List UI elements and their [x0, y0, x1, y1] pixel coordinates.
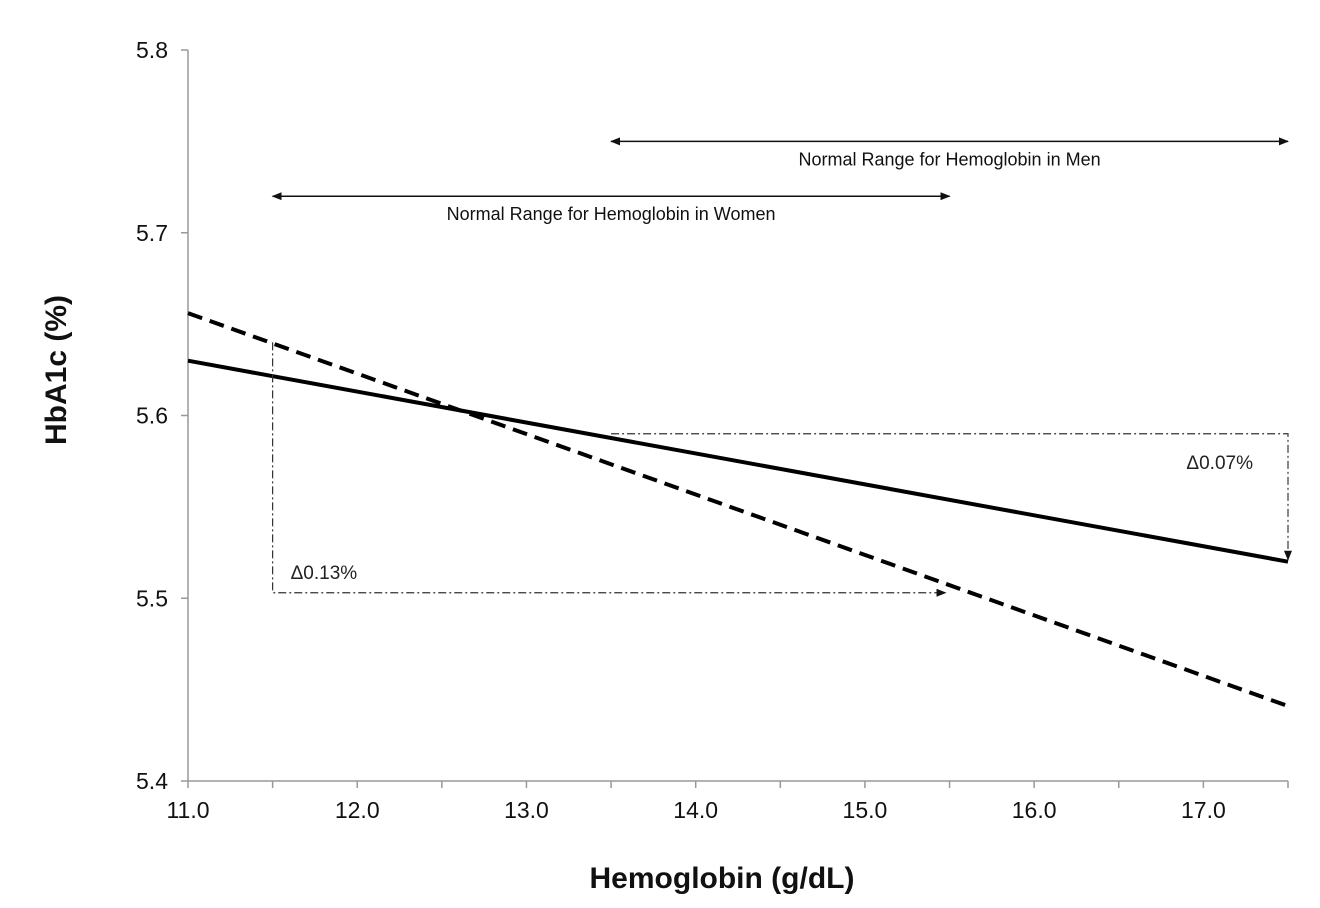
x-tick-label: 15.0	[843, 797, 888, 823]
y-tick-label: 5.7	[136, 220, 168, 246]
y-tick-label: 5.4	[136, 768, 168, 794]
y-tick-label: 5.5	[136, 585, 168, 611]
y-axis-title: HbA1c (%)	[40, 295, 73, 445]
x-tick-label: 14.0	[673, 797, 718, 823]
x-axis-title: Hemoglobin (g/dL)	[590, 862, 855, 895]
x-tick-label: 16.0	[1012, 797, 1057, 823]
x-tick-label: 11.0	[166, 797, 209, 823]
delta-label-men: Δ0.07%	[1186, 453, 1253, 474]
x-tick-label: 13.0	[504, 797, 549, 823]
x-tick-label: 17.0	[1181, 797, 1226, 823]
delta-bracket-women	[272, 342, 947, 597]
range-label: Normal Range for Hemoglobin in Women	[447, 204, 776, 224]
delta-bracket-men	[611, 433, 1292, 561]
delta-label-women: Δ0.13%	[291, 563, 358, 584]
annotations: Normal Range for Hemoglobin in Men Normal…	[271, 137, 1292, 597]
y-tick-label: 5.6	[136, 403, 168, 429]
axes: 5.4 5.5 5.6 5.7 5.8 11.0 12.0 13.0 14.0 15.0 16.0 1…	[136, 37, 1289, 823]
solid-series-line	[187, 358, 1289, 564]
y-tick-label: 5.8	[136, 37, 168, 63]
series-lines	[187, 311, 1289, 708]
x-tick-label: 12.0	[335, 797, 380, 823]
range-label: Normal Range for Hemoglobin in Men	[798, 149, 1100, 169]
dashed-series-line	[187, 311, 1289, 708]
